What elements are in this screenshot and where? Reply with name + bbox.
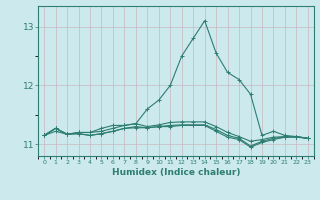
X-axis label: Humidex (Indice chaleur): Humidex (Indice chaleur) [112, 168, 240, 177]
